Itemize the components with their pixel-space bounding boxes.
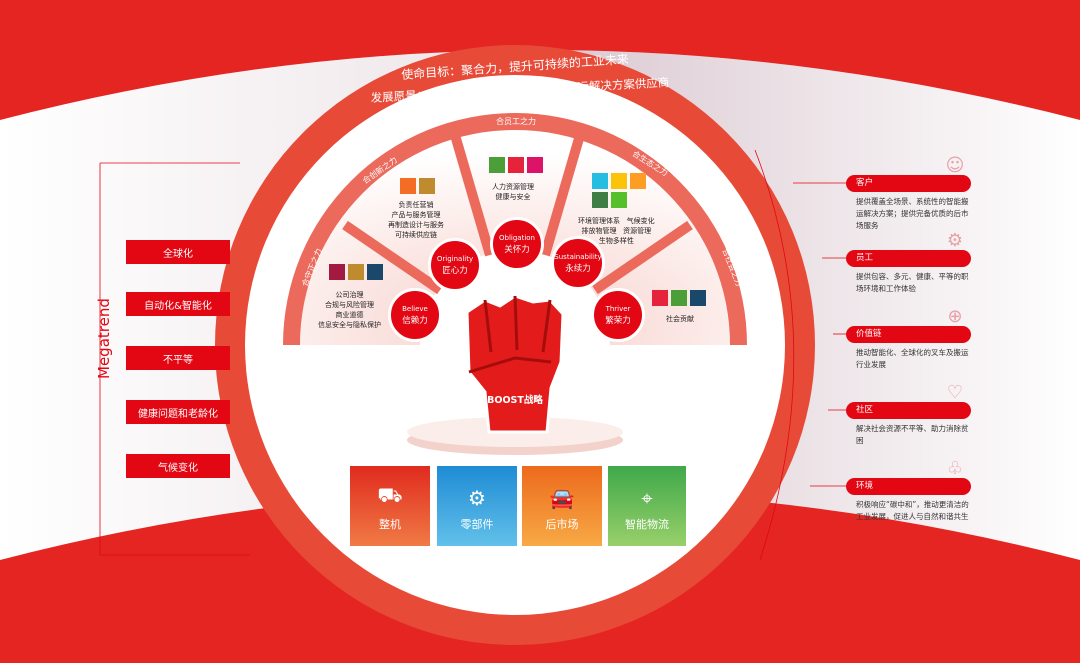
- sdg-icons: [652, 290, 706, 306]
- service-car-icon: 🚘: [549, 486, 575, 510]
- pillar-desc: 公司治理 合规与风险管理 商业道德 信息安全与隐私保护: [318, 291, 381, 329]
- sdg-icons: [592, 173, 652, 208]
- pillar-originality: Originality 匠心力: [428, 238, 482, 292]
- stakeholder-title: 社区: [846, 402, 971, 419]
- pillar-desc: 人力资源管理 健康与安全: [492, 183, 534, 201]
- megatrend-item: 全球化: [126, 240, 230, 264]
- logistics-icon: ⌖: [641, 486, 653, 510]
- globe-gear-icon: ⊕: [947, 306, 963, 327]
- pillar-thriver: Thriver 繁荣力: [591, 288, 645, 342]
- stakeholder-title: 员工: [846, 250, 971, 267]
- center-label: BOOST战略: [487, 395, 543, 406]
- megatrend-item: 气候变化: [126, 454, 230, 478]
- pillar-desc: 环境管理体系 气候变化 排放物管理 资源管理 生物多样性: [578, 217, 655, 245]
- employee-icon: ⚙: [946, 230, 964, 251]
- stakeholder-desc: 积极响应“碳中和”，推动更清洁的工业发展，促进人与自然和谐共生: [856, 500, 969, 521]
- sdg-icons: [329, 264, 383, 280]
- pillar-desc: 负责任营销 产品与服务管理 再制造设计与服务 可持续供应链: [388, 201, 444, 239]
- customer-icon: ☺: [945, 155, 965, 176]
- power-label: 合员工之力: [496, 117, 536, 126]
- megatrend-label: Megatrend: [95, 298, 113, 379]
- stakeholder-desc: 提供包容、多元、健康、平等的职场环境和工作体验: [856, 272, 969, 293]
- business-item: ⌖ 智能物流: [608, 466, 686, 546]
- business-item: ⚙ 零部件: [437, 466, 517, 546]
- tree-icon: ♧: [946, 458, 964, 479]
- gear-icon: ⚙: [468, 486, 486, 510]
- megatrend-item: 自动化&智能化: [126, 292, 230, 316]
- stakeholder-desc: 提供覆盖全场景、系统性的智能搬运解决方案；提供完备优质的后市场服务: [856, 197, 969, 230]
- fist-icon: [465, 294, 565, 434]
- pillar-desc: 社会贡献: [666, 315, 694, 323]
- pillar-sustainability: Sustainability 永续力: [551, 236, 605, 290]
- stakeholder-title: 价值链: [846, 326, 971, 343]
- megatrend-item: 不平等: [126, 346, 230, 370]
- heart-hands-icon: ♡: [946, 382, 964, 403]
- sdg-icons: [400, 178, 435, 194]
- pillar-believe: Believe 信赖力: [388, 288, 442, 342]
- business-item: ⛟ 整机: [350, 466, 430, 546]
- forklift-icon: ⛟: [377, 483, 403, 507]
- stakeholder-desc: 解决社会资源不平等、助力消除贫困: [856, 424, 969, 445]
- stakeholder-title: 客户: [846, 175, 971, 192]
- stakeholder-desc: 推动智能化、全球化的叉车及搬运行业发展: [856, 348, 969, 369]
- pillar-obligation: Obligation 关怀力: [490, 217, 544, 271]
- business-item: 🚘 后市场: [522, 466, 602, 546]
- megatrend-item: 健康问题和老龄化: [126, 400, 230, 424]
- stakeholder-title: 环境: [846, 478, 971, 495]
- sdg-icons: [489, 157, 543, 173]
